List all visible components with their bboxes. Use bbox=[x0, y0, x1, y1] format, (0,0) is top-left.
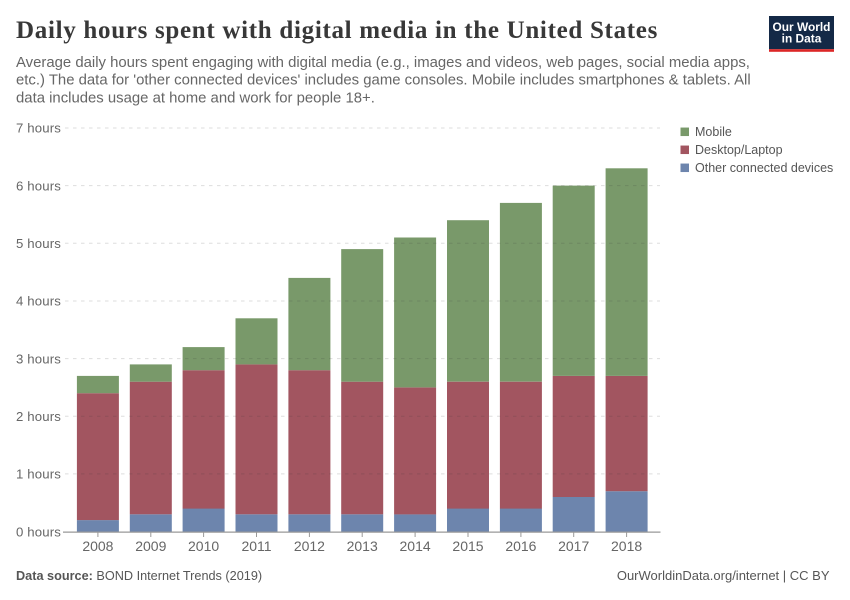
svg-text:2016: 2016 bbox=[505, 538, 536, 554]
svg-text:2010: 2010 bbox=[188, 538, 219, 554]
svg-text:2008: 2008 bbox=[82, 538, 113, 554]
svg-text:2013: 2013 bbox=[347, 538, 378, 554]
svg-text:1 hours: 1 hours bbox=[16, 467, 61, 482]
svg-text:2012: 2012 bbox=[294, 538, 325, 554]
svg-text:Daily hours spent with digital: Daily hours spent with digital media in … bbox=[16, 17, 658, 44]
svg-text:7 hours: 7 hours bbox=[16, 121, 61, 136]
svg-text:in Data: in Data bbox=[782, 32, 822, 46]
svg-text:Average daily hours spent enga: Average daily hours spent engaging with … bbox=[16, 55, 755, 106]
svg-text:2 hours: 2 hours bbox=[16, 409, 61, 424]
svg-text:Data source: BOND Internet Tre: Data source: BOND Internet Trends (2019) bbox=[16, 569, 262, 583]
svg-text:2009: 2009 bbox=[135, 538, 166, 554]
svg-text:Our World: Our World bbox=[773, 20, 831, 34]
svg-text:2018: 2018 bbox=[611, 538, 642, 554]
svg-text:Desktop/Laptop: Desktop/Laptop bbox=[695, 143, 783, 157]
svg-text:5 hours: 5 hours bbox=[16, 236, 61, 251]
svg-text:2014: 2014 bbox=[400, 538, 431, 554]
svg-text:3 hours: 3 hours bbox=[16, 351, 61, 366]
svg-text:Mobile: Mobile bbox=[695, 125, 732, 139]
svg-text:OurWorldinData.org/internet |: OurWorldinData.org/internet | CC BY bbox=[617, 568, 830, 583]
svg-text:2011: 2011 bbox=[241, 538, 271, 554]
svg-text:2017: 2017 bbox=[558, 538, 589, 554]
svg-text:4 hours: 4 hours bbox=[16, 294, 61, 309]
svg-text:6 hours: 6 hours bbox=[16, 178, 61, 193]
svg-text:Other connected devices: Other connected devices bbox=[695, 161, 833, 175]
svg-text:0 hours: 0 hours bbox=[16, 524, 61, 539]
svg-text:2015: 2015 bbox=[452, 538, 483, 554]
